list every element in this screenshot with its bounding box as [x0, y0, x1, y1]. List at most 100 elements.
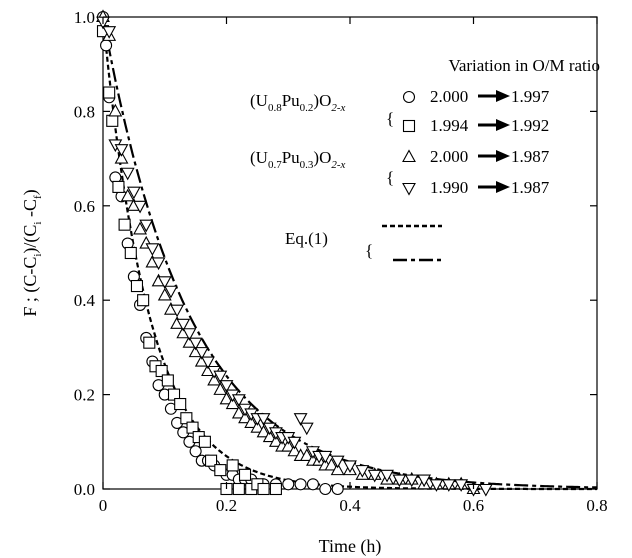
legend-to-value: 1.992 — [511, 116, 549, 135]
data-point-triangle-down — [188, 337, 203, 351]
data-point-triangle-up — [262, 429, 277, 443]
data-point-square — [232, 482, 245, 496]
y-tick-label: 0.6 — [74, 197, 95, 216]
data-point-square — [226, 459, 239, 472]
legend-from-value: 2.000 — [430, 147, 468, 166]
data-point-square — [167, 388, 181, 401]
data-point-triangle-down — [213, 370, 228, 384]
legend-to-value: 1.997 — [511, 87, 550, 106]
data-point-circle — [306, 478, 320, 491]
x-tick-label: 0.8 — [586, 496, 607, 515]
legend-eq-brace: { — [365, 241, 373, 260]
legend-entries: 2.000 1.997 1.994 1.992 2.000 1.987 1.990 1.987 — [402, 87, 550, 197]
legend-arrow-head — [496, 90, 510, 102]
data-point-square — [124, 246, 137, 260]
data-point-triangle-up — [244, 415, 259, 428]
data-point-square — [186, 421, 199, 434]
y-tick-label: 1.0 — [74, 8, 95, 27]
data-point-square — [161, 374, 174, 387]
y-axis-title: F ; (C-Ci)/(Ci -Cf) — [20, 189, 44, 316]
y-tick-label: 0.2 — [74, 386, 95, 405]
data-point-triangle-down — [392, 474, 407, 488]
data-point-triangle-up — [324, 457, 339, 471]
data-point-triangle-up — [287, 443, 302, 457]
data-point-triangle-down — [404, 474, 419, 488]
data-point-circle — [331, 482, 344, 496]
legend-group-2-label: (U0.7Pu0.3)O2-x — [250, 148, 346, 171]
data-point-triangle-down — [194, 347, 209, 360]
data-point-square — [180, 412, 193, 425]
x-tick-label: 0.6 — [463, 496, 484, 515]
data-point-square — [106, 114, 119, 127]
data-point-triangle-up — [219, 391, 234, 405]
data-point-triangle-down — [287, 436, 302, 450]
data-point-triangle-up — [108, 103, 123, 117]
legend-from-value: 1.994 — [430, 116, 469, 135]
data-point-triangle-up — [256, 424, 271, 438]
data-point-triangle-up — [330, 462, 345, 476]
legend-from-value: 1.990 — [430, 178, 468, 197]
data-point-triangle-down — [478, 483, 493, 497]
data-point-square — [103, 86, 116, 99]
data-point-triangle-up — [133, 221, 147, 235]
data-point-triangle-up — [250, 419, 265, 433]
data-point-triangle-up — [281, 438, 296, 452]
data-point-triangle-up — [114, 150, 129, 164]
x-tick-label: 0.4 — [339, 496, 361, 515]
data-point-triangle-up — [120, 188, 135, 202]
legend-to-value: 1.987 — [511, 147, 550, 166]
data-point-triangle-down — [170, 304, 185, 318]
x-tick-label: 0 — [99, 496, 108, 515]
legend-marker-triangle-down — [402, 182, 416, 196]
legend-from-value: 2.000 — [430, 87, 468, 106]
data-point-square — [137, 294, 150, 307]
data-point-triangle-up — [213, 382, 228, 395]
x-axis-title: Time (h) — [319, 536, 382, 557]
data-point-triangle-up — [225, 396, 240, 410]
data-point-circle — [294, 478, 307, 491]
data-point-triangle-down — [201, 356, 215, 370]
fit-curve-dashed — [101, 16, 597, 489]
data-point-triangle-down — [231, 394, 246, 407]
data-point-square — [198, 435, 211, 448]
data-point-triangle-up — [231, 405, 246, 419]
legend-arrow-head — [496, 150, 510, 162]
data-point-square — [214, 464, 227, 477]
data-point-circle — [189, 445, 202, 458]
data-markers — [96, 9, 493, 497]
data-point-triangle-down — [343, 460, 357, 474]
data-point-triangle-down — [441, 479, 456, 492]
legend-marker-circle — [402, 90, 416, 104]
data-point-triangle-down — [318, 450, 333, 464]
data-point-square — [130, 279, 144, 293]
data-point-triangle-down — [367, 469, 382, 483]
data-point-triangle-down — [145, 243, 160, 256]
legend-marker-triangle-up — [402, 149, 416, 163]
data-point-square — [143, 336, 156, 349]
data-point-square — [118, 218, 131, 231]
legend-arrow-head — [496, 181, 510, 193]
data-point-triangle-down — [102, 26, 117, 39]
data-point-triangle-down — [176, 318, 191, 332]
data-point-triangle-down — [429, 479, 444, 492]
data-point-square — [205, 454, 218, 467]
data-point-triangle-down — [293, 413, 308, 426]
data-point-triangle-down — [256, 413, 271, 426]
data-point-triangle-up — [238, 410, 252, 424]
x-tick-label: 0.2 — [216, 496, 237, 515]
data-point-square — [174, 397, 187, 411]
data-point-triangle-up — [157, 287, 172, 301]
legend-eq-label: Eq.(1) — [285, 229, 328, 248]
data-point-triangle-down — [182, 328, 197, 341]
data-point-triangle-down — [139, 219, 154, 233]
data-point-triangle-up — [299, 448, 314, 462]
data-point-circle — [100, 39, 113, 52]
data-point-square — [155, 364, 168, 378]
y-tick-label: 0.4 — [74, 291, 96, 310]
data-point-triangle-down — [133, 200, 147, 214]
legend-marker-square — [402, 119, 416, 133]
legend-group-1-brace: { — [386, 109, 394, 128]
legend-title: Variation in O/M ratio — [448, 56, 600, 75]
data-point-square — [269, 482, 282, 496]
